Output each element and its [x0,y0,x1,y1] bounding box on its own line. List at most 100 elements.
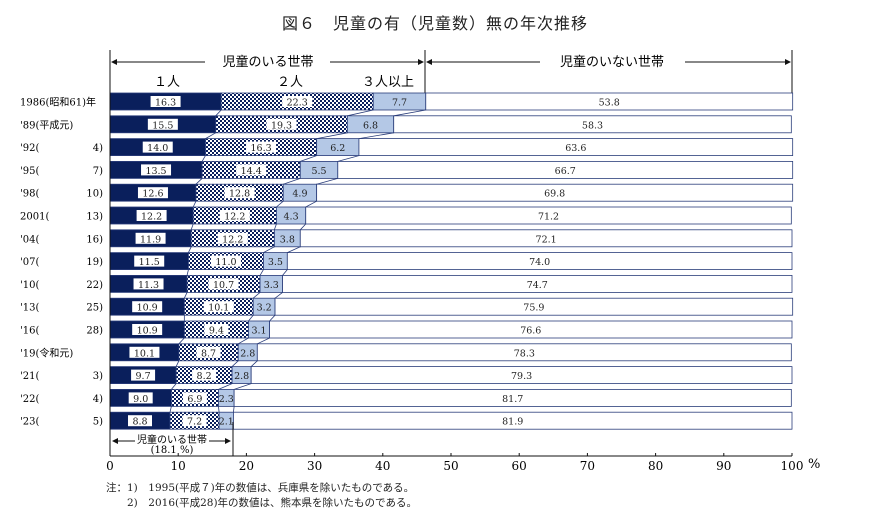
year-label: '16( [20,326,39,337]
value-label-bg [224,187,255,199]
era-label: 25) [86,303,103,314]
value-label: 4.9 [292,189,307,200]
bar-no-children [250,366,793,385]
value-label: 74.7 [527,280,548,291]
value-label: 10.7 [213,280,234,291]
chart-header: 児童のいる世帯 児童のいない世帯 １人 ２人 ３人以上 [109,50,793,95]
connector-line [190,223,194,230]
connector-line [252,292,261,299]
value-label: 2.8 [234,371,249,382]
value-label: 3.3 [264,280,279,291]
value-label: 2.3 [219,394,234,405]
year-label: '13( [20,303,39,314]
value-label: 12.2 [141,212,162,223]
year-label: '21( [20,371,39,382]
value-label: 78.3 [514,348,535,359]
value-label: 76.6 [520,326,541,337]
connector-line [188,246,192,253]
year-label: '22( [20,394,39,405]
value-label-bg [246,141,277,153]
bar-row: '21(3) 9.7 8.2 2.8 79.3 [20,366,793,385]
bar-no-children [305,206,792,225]
value-label-bg [128,392,153,404]
connector-line [263,246,275,253]
connector-line [183,292,188,299]
bar-row: '16(28) 10.9 9.4 3.1 76.6 [20,320,793,339]
bar-no-children [233,388,792,407]
bar-no-children [358,138,794,157]
connector-line [250,360,258,367]
year-label: 1986(昭和61)年 [20,96,96,109]
value-label-bg [150,96,181,107]
value-label: 16.3 [250,143,271,154]
era-label: 22) [86,280,103,291]
value-label: 10.1 [134,348,155,359]
bar-no-children [393,115,792,134]
value-label-bg [147,118,178,130]
value-label: 13.5 [145,166,166,177]
year-label: '23( [20,417,39,428]
value-label-bg [141,164,172,176]
value-label-bg [196,346,221,358]
header-two: ２人 [277,75,303,90]
value-label: 9.0 [133,394,148,405]
x-tick-label: 10 [171,459,186,473]
value-label: 6.9 [187,394,202,405]
connector-line [257,337,270,345]
connector-line [231,360,239,367]
value-label: 11.0 [215,257,236,268]
value-label-bg [217,232,248,244]
x-tick-label: 70 [580,459,595,473]
value-label: 6.2 [330,143,345,154]
year-label: '89(平成元) [20,119,73,131]
era-label: 16) [86,234,103,245]
x-tick-label: 0 [106,459,114,473]
value-label-bg [192,369,217,381]
value-label-bg [282,96,313,107]
bar-no-children [269,320,793,339]
connector-line [299,223,307,231]
value-label: 14.0 [147,143,168,154]
value-label-bg [204,324,229,335]
connector-line [269,314,276,322]
value-label-bg [128,415,153,427]
value-label: 63.6 [565,143,586,154]
bar-row: '92(4) 14.0 16.3 6.2 63.6 [20,138,794,157]
value-label: 15.5 [152,120,173,131]
connector-line [283,178,301,185]
year-label: '07( [20,257,39,268]
value-label: 75.9 [523,303,544,314]
connector-line [287,246,301,253]
value-label: 10.1 [208,303,229,314]
era-label: 10) [86,189,103,200]
connector-line [248,314,254,322]
connector-line [276,200,284,208]
value-label-bg [236,164,267,176]
value-label: 7.7 [392,98,407,109]
value-label-bg [219,210,250,221]
bar-no-children [425,92,794,111]
value-label: 3.5 [268,257,283,268]
value-label: 2.8 [240,348,255,359]
value-label: 11.9 [140,234,161,245]
value-label-bg [135,232,166,244]
bar-row: '89(平成元) 15.5 19.3 6.8 58.3 [20,115,792,134]
value-label-bg [129,346,160,358]
bar-no-children [337,160,794,179]
annotation-box: 児童のいる世帯 (18.1 %) [109,422,234,456]
bar-row: 1986(昭和61)年 16.3 22.3 7.7 53.8 [20,92,794,111]
value-label: 58.3 [582,120,603,131]
era-label: 4) [93,143,103,154]
year-label: '95( [20,166,39,177]
value-label: 16.3 [155,98,176,109]
bar-row: 2001(13) 12.2 12.2 4.3 71.2 [20,206,792,225]
value-label: 11.5 [139,257,160,268]
x-tick-label: 40 [375,459,390,473]
value-label: 72.1 [536,234,557,245]
value-label: 10.9 [137,326,158,337]
value-label: 8.8 [132,417,147,428]
x-tick-label: 50 [443,459,458,473]
bar-row: '04(16) 11.9 12.2 3.8 72.1 [20,229,793,248]
bar-no-children [256,343,792,362]
bar-row: '23(5) 8.8 7.2 2.1 81.9 [20,411,793,430]
